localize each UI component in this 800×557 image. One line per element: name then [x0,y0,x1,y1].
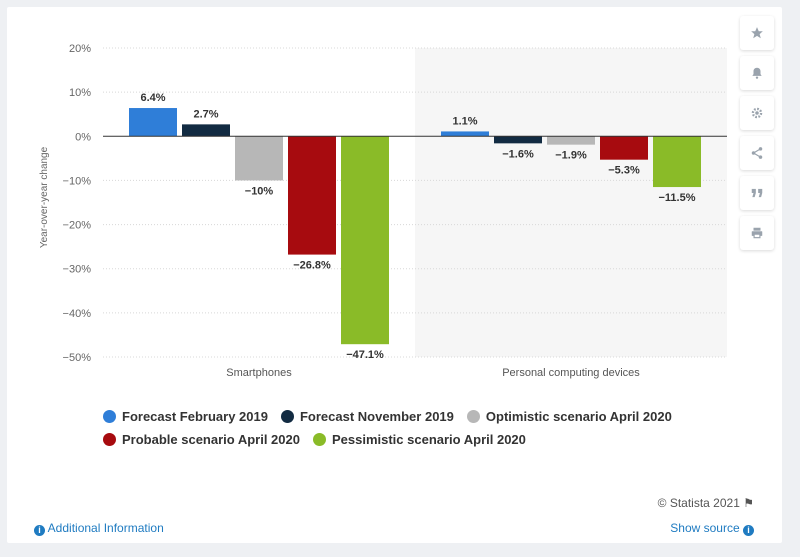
additional-information-link[interactable]: i Additional Information [34,521,164,536]
legend-dot [280,410,294,423]
y-tick-label: −50% [63,352,92,364]
legend-label: Pessimistic scenario April 2020 [331,432,526,447]
legend-label: Optimistic scenario April 2020 [485,409,672,424]
legend-row-2: Probable scenario April 2020 Pessimistic… [103,428,723,451]
bar [182,124,230,137]
data-label: −1.9% [555,150,587,162]
bell-icon[interactable] [740,56,774,90]
bar [288,136,336,255]
y-tick-label: −30% [63,264,92,276]
bar [600,136,648,160]
y-tick-label: −20% [63,220,92,232]
legend-item-probable-2020[interactable]: Probable scenario April 2020 [103,432,300,447]
show-source-text: Show source [670,521,740,535]
legend-label: Probable scenario April 2020 [122,432,300,447]
bar [341,136,389,345]
bar-chart: 20% 10% 0% −10% −20% −30% −40% −50% Year-over-ye… [39,43,727,379]
additional-information-text: Additional Information [47,521,164,535]
copyright[interactable]: © Statista 2021 ⚑ [658,496,754,510]
data-label: −26.8% [293,260,331,272]
legend-dot [103,410,116,423]
legend-item-optimistic-2020[interactable]: Optimistic scenario April 2020 [466,409,672,424]
y-tick-label: −40% [63,308,92,320]
bar [494,136,542,144]
data-label: −10% [245,185,274,197]
quote-icon[interactable] [740,176,774,210]
bar [547,136,595,145]
category-highlight-band [415,48,727,357]
bar [129,108,177,137]
toolbar [740,16,780,256]
data-label: −1.6% [502,148,534,160]
y-tick-label: −10% [63,175,92,187]
gear-icon[interactable] [740,96,774,130]
legend-dot [103,433,116,446]
info-icon: i [743,525,754,536]
data-label: 2.7% [193,108,218,120]
copyright-text: © Statista 2021 [657,496,740,510]
legend-item-pessimistic-2020[interactable]: Pessimistic scenario April 2020 [312,432,526,447]
y-tick-label: 20% [69,43,91,55]
legend-dot [466,410,480,423]
legend-dot [312,433,326,446]
legend-item-forecast-feb-2019[interactable]: Forecast February 2019 [103,409,268,424]
bar [653,136,701,188]
data-label: −5.3% [608,165,640,177]
data-label: −11.5% [658,192,695,204]
share-icon[interactable] [740,136,774,170]
x-tick-label: Smartphones [226,367,292,379]
y-axis-label: Year-over-year change [39,146,50,248]
y-tick-label: 0% [75,131,91,143]
data-label: 6.4% [140,92,165,104]
legend-label: Forecast November 2019 [299,409,454,424]
print-icon[interactable] [740,216,774,250]
star-icon[interactable] [740,16,774,50]
data-label: 1.1% [452,115,477,127]
info-icon: i [34,525,45,536]
bar [441,131,489,137]
legend-label: Forecast February 2019 [122,409,268,424]
flag-icon[interactable]: ⚑ [743,496,754,510]
legend-row-1: Forecast February 2019 Forecast November… [103,405,723,428]
data-label: −47.1% [346,349,384,361]
legend-item-forecast-nov-2019[interactable]: Forecast November 2019 [280,409,454,424]
bar [235,136,283,181]
show-source-link[interactable]: Show source i [670,521,754,536]
y-tick-label: 10% [69,87,91,99]
x-tick-label: Personal computing devices [502,367,640,379]
legend: Forecast February 2019 Forecast November… [103,405,723,451]
chart-card: 20% 10% 0% −10% −20% −30% −40% −50% Year-over-ye… [7,7,782,543]
